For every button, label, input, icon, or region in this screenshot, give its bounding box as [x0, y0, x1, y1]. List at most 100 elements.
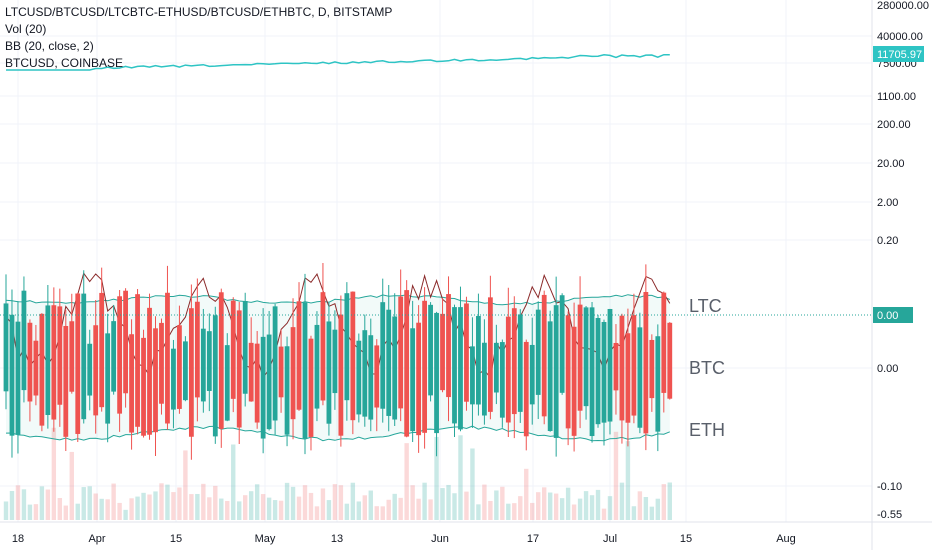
volume-bar	[428, 499, 433, 520]
candle-body	[595, 317, 601, 425]
volume-bar	[123, 509, 128, 520]
price-tick-label: 0.00	[877, 363, 898, 375]
volume-bar	[153, 491, 158, 520]
volume-bar	[362, 495, 367, 520]
candle-body	[374, 345, 380, 408]
candle-body	[153, 328, 158, 433]
candle-body	[386, 309, 392, 416]
volume-bar	[75, 503, 80, 520]
indicator-volume[interactable]: Vol (20)	[5, 22, 47, 36]
candle-body	[159, 322, 164, 404]
candle-body	[607, 308, 613, 422]
candle-body	[51, 305, 57, 420]
candle-body	[482, 342, 487, 416]
candle-body	[422, 300, 427, 433]
candle-body	[141, 337, 146, 436]
volume-bar	[326, 500, 332, 520]
price-tick-label: 40000.00	[877, 31, 923, 43]
volume-bar	[147, 494, 152, 520]
volume-bar	[266, 497, 272, 520]
candle-body	[428, 304, 433, 396]
candle-body	[392, 316, 398, 420]
candle-body	[242, 301, 248, 394]
time-tick-label: Jul	[603, 533, 617, 545]
volume-bar	[93, 493, 98, 520]
candle-body	[314, 324, 320, 409]
candle-body	[15, 321, 21, 435]
volume-bar	[39, 486, 45, 520]
candle-body	[434, 312, 439, 434]
volume-bar	[374, 506, 379, 520]
volume-bar	[81, 487, 86, 520]
volume-bar	[57, 497, 63, 520]
annotation-eth: ETH	[689, 420, 725, 440]
price-axis[interactable]: 280000.0040000.007500.001100.00200.0020.…	[871, 0, 929, 550]
candle-body	[135, 294, 140, 427]
volume-bar	[446, 484, 451, 520]
candle-body	[39, 313, 45, 426]
volume-bar	[464, 491, 469, 520]
candle-body	[523, 341, 529, 437]
price-tick-label: -0.55	[877, 509, 902, 521]
candle-body	[404, 290, 410, 437]
btcusd-compare-line	[6, 53, 670, 71]
time-tick-label: Aug	[776, 533, 796, 545]
indicator-bollinger[interactable]: BB (20, close, 2)	[5, 39, 94, 53]
volume-bar	[565, 487, 571, 520]
candle-body	[362, 330, 368, 417]
volume-bar	[494, 490, 499, 520]
time-tick-label: May	[255, 533, 276, 545]
annotation-btc: BTC	[689, 358, 725, 378]
candle-body	[643, 291, 649, 434]
candle-body	[266, 334, 272, 430]
candle-body	[511, 308, 517, 415]
price-tick-label: 200.00	[877, 119, 911, 131]
annotation-ltc: LTC	[689, 296, 722, 316]
candle-body	[75, 293, 81, 434]
candle-body	[57, 306, 63, 405]
candle-body	[284, 346, 290, 435]
volume-bar	[398, 497, 403, 520]
volume-bar	[69, 451, 74, 520]
volume-bar	[248, 491, 254, 520]
candle-body	[565, 315, 571, 429]
candle-body	[272, 306, 278, 421]
compare-price-badge-label: 11705.97	[877, 49, 922, 61]
time-axis[interactable]: 18 Apr 15 May 13 Jun 17 Jul 15 Aug	[0, 521, 932, 545]
candlesticks	[3, 262, 673, 460]
volume-bar	[344, 503, 350, 520]
volume-bar	[99, 498, 104, 520]
bb-basis	[5, 272, 671, 380]
candle-body	[183, 341, 188, 401]
candle-body	[529, 344, 535, 405]
candle-body	[326, 321, 332, 424]
candle-body	[446, 294, 451, 398]
volume-bar	[243, 495, 248, 520]
candle-body	[99, 292, 105, 408]
time-tick-label: Apr	[88, 533, 105, 545]
volume-bar	[314, 506, 320, 520]
candle-body	[619, 315, 625, 421]
candle-body	[571, 326, 577, 436]
volume-bar	[189, 494, 194, 520]
candle-body	[631, 315, 637, 416]
volume-bar	[117, 502, 122, 520]
volume-bar	[380, 506, 385, 520]
candle-body	[63, 325, 69, 437]
volume-bar	[87, 486, 92, 520]
volume-bar	[27, 504, 33, 520]
indicator-compare[interactable]: BTCUSD, COINBASE	[5, 56, 124, 70]
candle-body	[661, 292, 667, 393]
volume-bar	[607, 496, 613, 520]
candle-body	[165, 292, 170, 424]
price-tick-label: 0.20	[877, 235, 898, 247]
volume-bar	[111, 483, 116, 520]
candle-body	[338, 314, 344, 436]
symbol-title[interactable]: LTCUSD/BTCUSD/LTCBTC-ETHUSD/BTCUSD/ETHBT…	[5, 5, 393, 19]
volume-bar	[225, 500, 230, 520]
volume-bar	[141, 492, 146, 520]
candle-body	[224, 345, 230, 421]
candle-body	[33, 340, 39, 396]
compare-line	[6, 53, 670, 71]
candle-body	[410, 328, 416, 432]
